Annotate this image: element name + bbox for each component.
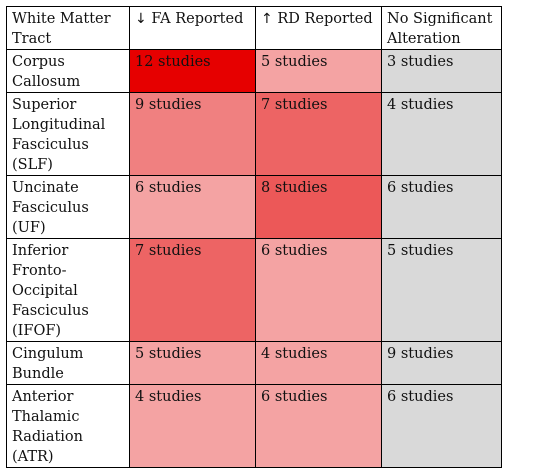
fa-cell: 12 studies <box>129 49 256 93</box>
white-matter-table: White Matter Tract ↓ FA Reported ↑ RD Re… <box>6 6 502 468</box>
tract-cell: Cingulum Bundle <box>6 341 130 385</box>
rd-cell: 4 studies <box>255 341 382 385</box>
table-row: Uncinate Fasciculus (UF) 6 studies 8 stu… <box>6 175 502 239</box>
fa-cell: 5 studies <box>129 341 256 385</box>
up-arrow-icon: ↑ <box>261 11 273 27</box>
tract-cell: Anterior Thalamic Radiation (ATR) <box>6 384 130 468</box>
ns-cell: 3 studies <box>381 49 502 93</box>
rd-cell: 7 studies <box>255 92 382 176</box>
header-rd-label: RD Reported <box>277 11 373 27</box>
header-fa: ↓ FA Reported <box>129 6 256 50</box>
rd-cell: 8 studies <box>255 175 382 239</box>
down-arrow-icon: ↓ <box>135 11 147 27</box>
ns-cell: 4 studies <box>381 92 502 176</box>
tract-cell: Uncinate Fasciculus (UF) <box>6 175 130 239</box>
tract-cell: Superior Longitudinal Fasciculus (SLF) <box>6 92 130 176</box>
fa-cell: 4 studies <box>129 384 256 468</box>
header-tract-label: White Matter Tract <box>12 11 111 47</box>
header-ns: No Significant Alteration <box>381 6 502 50</box>
header-row: White Matter Tract ↓ FA Reported ↑ RD Re… <box>6 6 502 50</box>
table-row: Anterior Thalamic Radiation (ATR) 4 stud… <box>6 384 502 468</box>
fa-cell: 7 studies <box>129 238 256 342</box>
table-container: White Matter Tract ↓ FA Reported ↑ RD Re… <box>6 6 502 468</box>
ns-cell: 9 studies <box>381 341 502 385</box>
table-row: Inferior Fronto-Occipital Fasciculus (IF… <box>6 238 502 342</box>
ns-cell: 6 studies <box>381 175 502 239</box>
ns-cell: 5 studies <box>381 238 502 342</box>
header-tract: White Matter Tract <box>6 6 130 50</box>
ns-cell: 6 studies <box>381 384 502 468</box>
rd-cell: 5 studies <box>255 49 382 93</box>
rd-cell: 6 studies <box>255 384 382 468</box>
header-fa-label: FA Reported <box>151 11 244 27</box>
fa-cell: 6 studies <box>129 175 256 239</box>
tract-cell: Corpus Callosum <box>6 49 130 93</box>
table-row: Corpus Callosum 12 studies 5 studies 3 s… <box>6 49 502 93</box>
rd-cell: 6 studies <box>255 238 382 342</box>
table-row: Superior Longitudinal Fasciculus (SLF) 9… <box>6 92 502 176</box>
table-row: Cingulum Bundle 5 studies 4 studies 9 st… <box>6 341 502 385</box>
tract-cell: Inferior Fronto-Occipital Fasciculus (IF… <box>6 238 130 342</box>
header-ns-label: No Significant Alteration <box>387 11 493 47</box>
header-rd: ↑ RD Reported <box>255 6 382 50</box>
fa-cell: 9 studies <box>129 92 256 176</box>
